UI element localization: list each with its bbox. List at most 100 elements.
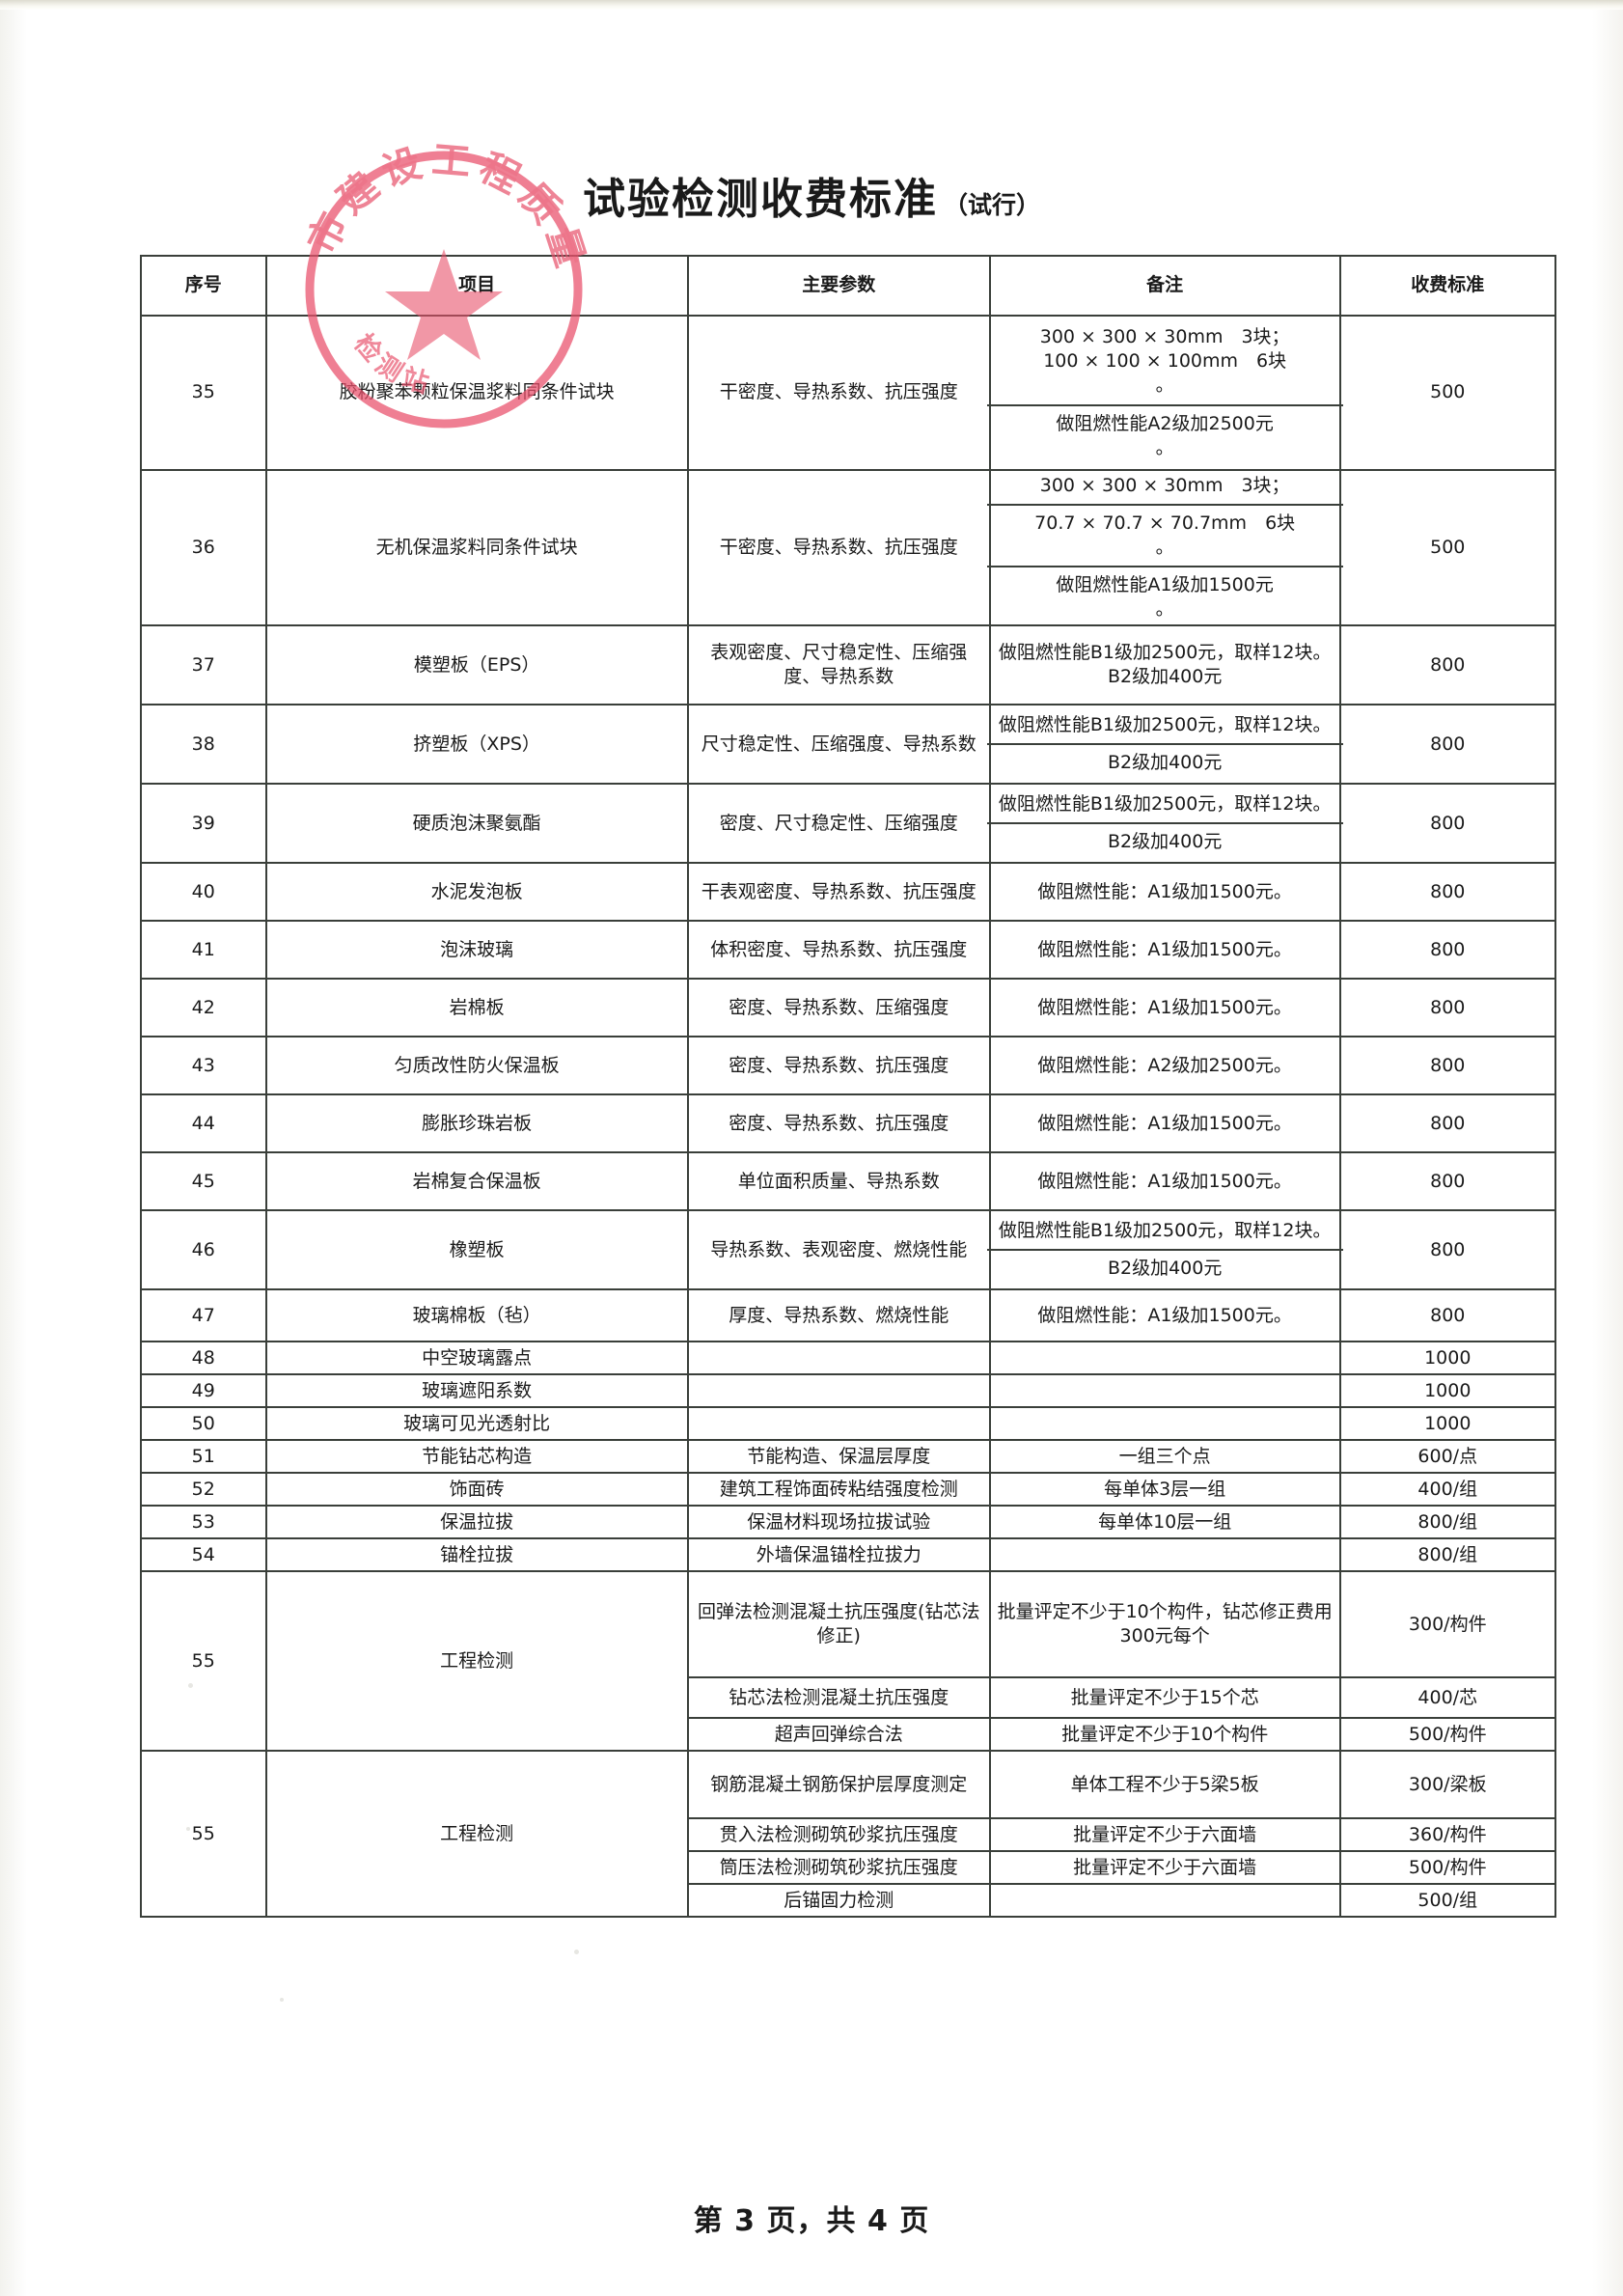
remark-subcell: 做阻燃性能B1级加2500元，取样12块。 [986,787,1343,825]
cell-fee: 800 [1338,978,1557,1038]
cell-item: 中空玻璃露点 [264,1341,689,1376]
cell-fee: 600/点 [1338,1439,1557,1475]
remark-subcell: 做阻燃性能B1级加2500元，取样12块。 [986,1213,1343,1252]
title-main-text: 试验检测收费标准 [582,175,938,224]
cell-param: 表观密度、尺寸稳定性、压缩强度、导热系数 [686,624,991,706]
cell-fee: 800 [1338,1151,1557,1212]
cell-no: 46 [140,1209,267,1291]
cell-param: 后锚固力检测 [686,1883,991,1919]
cell-param: 尺寸稳定性、压缩强度、导热系数 [686,704,991,786]
cell-item: 无机保温浆料同条件试块 [264,468,689,627]
remark-subcell: 做阻燃性能A2级加2500元 。 [1056,412,1274,458]
cell-param: 外墙保温锚栓拉拔力 [686,1537,991,1573]
cell-item: 挤塑板（XPS） [264,704,689,786]
page-footer: 第 3 页，共 4 页 [693,2204,930,2238]
cell-item: 玻璃可见光透射比 [264,1406,689,1442]
table-row-grouped: 55 工程检测 钢筋混凝土钢筋保护层厚度测定 单体工程不少于5梁5板 300/梁板 [140,1750,1557,1919]
cell-no: 37 [140,624,267,706]
table-row: 39 硬质泡沫聚氨酯 密度、尺寸稳定性、压缩强度 做阻燃性能B1级加2500元，取样1… [140,783,1557,865]
cell-param: 建筑工程饰面砖粘结强度检测 [686,1472,991,1508]
remark-subcell: B2级加400元 [1107,1258,1223,1280]
cell-param: 密度、导热系数、压缩强度 [686,978,991,1038]
cell-fee: 360/构件 [1338,1817,1557,1853]
remark-text: 做阻燃性能：A2级加2500元。 [1037,1054,1292,1076]
cell-fee: 500 [1338,315,1557,471]
col-header-remark: 备注 [988,255,1341,317]
cell-no: 51 [140,1439,267,1475]
cell-no: 53 [140,1505,267,1540]
remark-subtable: 300 × 300 × 30mm 3块； 100 × 100 × 100mm 6… [986,319,1343,465]
cell-no: 39 [140,783,267,865]
remark-text: 做阻燃性能：A1级加1500元。 [1037,880,1292,902]
cell-fee: 500 [1338,468,1557,627]
cell-param: 干表观密度、导热系数、抗压强度 [686,862,991,923]
cell-item: 水泥发泡板 [264,862,689,923]
cell-fee: 800 [1338,1093,1557,1154]
cell-item: 玻璃棉板（毡） [264,1288,689,1343]
cell-no: 50 [140,1406,267,1442]
cell-fee: 800 [1338,624,1557,706]
cell-param: 贯入法检测砌筑砂浆抗压强度 [686,1817,991,1853]
cell-fee: 500/构件 [1338,1717,1557,1753]
cell-param: 体积密度、导热系数、抗压强度 [686,920,991,981]
cell-no: 38 [140,704,267,786]
table-row: 48 中空玻璃露点 1000 [140,1341,1557,1376]
cell-param: 节能构造、保温层厚度 [686,1439,991,1475]
remark-subcell: 300 × 300 × 30mm 3块； [986,468,1343,507]
cell-no: 36 [140,468,267,627]
cell-no: 49 [140,1373,267,1409]
cell-remark: 做阻燃性能：A1级加1500元。 [988,1093,1341,1154]
cell-no: 55 [140,1750,267,1919]
cell-remark [988,1537,1341,1573]
remark-subcell: 做阻燃性能B1级加2500元，取样12块。 [986,707,1343,746]
cell-item: 饰面砖 [264,1472,689,1508]
cell-fee: 800 [1338,1036,1557,1096]
cell-no: 42 [140,978,267,1038]
cell-remark [988,1406,1341,1442]
cell-param: 密度、尺寸稳定性、压缩强度 [686,783,991,865]
table-row: 36 无机保温浆料同条件试块 干密度、导热系数、抗压强度 300 × 300 × 30… [140,468,1557,627]
cell-fee: 800/组 [1338,1505,1557,1540]
cell-item: 岩棉复合保温板 [264,1151,689,1212]
cell-remark: 批量评定不少于六面墙 [988,1850,1341,1886]
remark-subtable: 做阻燃性能B1级加2500元，取样12块。 B2级加400元 [986,707,1343,781]
table-row: 42 岩棉板 密度、导热系数、压缩强度 做阻燃性能：A1级加1500元。 800 [140,978,1557,1038]
cell-param [686,1406,991,1442]
cell-item: 节能钻芯构造 [264,1439,689,1475]
cell-fee: 1000 [1338,1373,1557,1409]
cell-no: 44 [140,1093,267,1154]
table-row-grouped: 后锚固力检测 500/组 [141,1883,1557,1919]
cell-item: 橡塑板 [264,1209,689,1291]
cell-remark: 做阻燃性能：A1级加1500元。 [988,1151,1341,1212]
cell-param: 单位面积质量、导热系数 [686,1151,991,1212]
cell-fee: 500/构件 [1338,1850,1557,1886]
cell-fee: 1000 [1338,1406,1557,1442]
cell-fee: 800 [1338,920,1557,981]
remark-text: 做阻燃性能：A1级加1500元。 [1037,996,1292,1018]
remark-text: 做阻燃性能：A1级加1500元。 [1037,938,1292,960]
cell-remark: 每单体3层一组 [988,1472,1341,1508]
cell-remark [988,1883,1341,1919]
cell-fee: 300/构件 [1338,1570,1557,1679]
table-row: 52 饰面砖 建筑工程饰面砖粘结强度检测 每单体3层一组 400/组 [140,1472,1557,1508]
table-row: 51 节能钻芯构造 节能构造、保温层厚度 一组三个点 600/点 [140,1439,1557,1475]
table-row: 49 玻璃遮阳系数 1000 [140,1373,1557,1409]
table-row: 47 玻璃棉板（毡） 厚度、导热系数、燃烧性能 做阻燃性能：A1级加1500元。 800 [140,1288,1557,1343]
cell-no: 55 [140,1570,267,1753]
cell-remark: 做阻燃性能B1级加2500元，取样12块。B2级加400元 [988,624,1341,706]
remark-subtable: 做阻燃性能B1级加2500元，取样12块。 B2级加400元 [986,1213,1343,1286]
remark-text: 做阻燃性能：A1级加1500元。 [1037,1170,1292,1192]
cell-param: 超声回弹综合法 [686,1717,991,1753]
table-row-grouped: 超声回弹综合法 批量评定不少于10个构件 500/构件 [141,1717,1557,1753]
col-header-param: 主要参数 [686,255,991,317]
cell-remark: 做阻燃性能：A2级加2500元。 [988,1036,1341,1096]
cell-remark: 300 × 300 × 30mm 3块； 100 × 100 × 100mm 6… [986,315,1343,471]
cell-param: 钢筋混凝土钢筋保护层厚度测定 [686,1750,991,1820]
cell-item: 膨胀珍珠岩板 [264,1093,689,1154]
remark-subcell: B2级加400元 [1107,831,1223,853]
table-row: 53 保温拉拔 保温材料现场拉拔试验 每单体10层一组 800/组 [140,1505,1557,1540]
table-row: 50 玻璃可见光透射比 1000 [140,1406,1557,1442]
cell-remark: 单体工程不少于5梁5板 [988,1750,1341,1820]
cell-param: 干密度、导热系数、抗压强度 [686,468,991,627]
cell-item: 泡沫玻璃 [264,920,689,981]
